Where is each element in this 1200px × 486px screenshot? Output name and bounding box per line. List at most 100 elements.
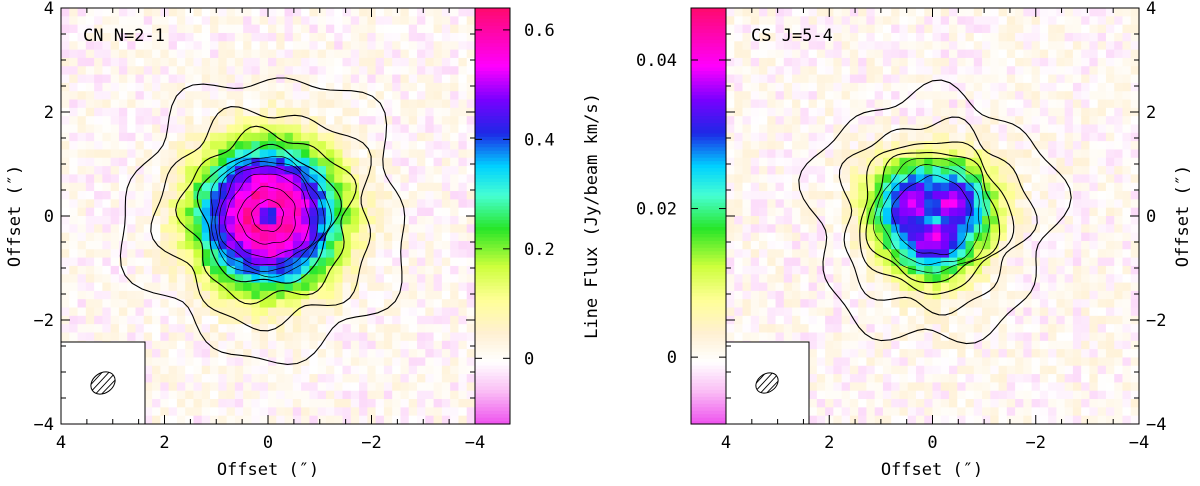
map-pixel	[334, 132, 344, 142]
map-pixel	[932, 82, 942, 92]
colorbar-segment	[475, 257, 510, 262]
map-pixel	[102, 249, 112, 259]
map-pixel	[176, 199, 186, 209]
map-pixel	[325, 32, 335, 42]
map-pixel	[750, 282, 760, 292]
map-pixel	[284, 24, 294, 34]
map-pixel	[69, 290, 79, 300]
map-pixel	[400, 315, 410, 325]
map-pixel	[284, 99, 294, 109]
map-pixel	[367, 66, 377, 76]
map-pixel	[226, 415, 236, 425]
map-pixel	[907, 99, 917, 109]
map-pixel	[1048, 299, 1057, 309]
map-pixel	[759, 290, 768, 300]
map-pixel	[176, 74, 186, 84]
map-pixel	[466, 415, 476, 425]
map-pixel	[408, 99, 418, 109]
map-pixel	[882, 349, 892, 359]
map-pixel	[425, 191, 435, 200]
map-pixel	[201, 174, 211, 184]
map-pixel	[317, 66, 327, 76]
map-pixel	[1031, 199, 1041, 209]
map-pixel	[251, 132, 261, 142]
map-pixel	[1064, 240, 1074, 250]
map-pixel	[243, 315, 253, 325]
map-pixel	[367, 49, 377, 59]
map-pixel	[742, 49, 752, 59]
map-pixel	[259, 290, 269, 300]
map-pixel	[425, 365, 435, 375]
map-pixel	[907, 66, 917, 76]
map-pixel	[874, 157, 884, 167]
map-pixel	[210, 174, 219, 184]
map-pixel	[841, 207, 851, 217]
map-pixel	[359, 290, 368, 300]
map-pixel	[1089, 191, 1099, 200]
map-pixel	[425, 257, 435, 267]
map-pixel	[973, 74, 983, 84]
colorbar-segment	[475, 143, 510, 148]
map-pixel	[210, 82, 219, 92]
map-pixel	[1048, 365, 1057, 375]
map-pixel	[466, 8, 476, 17]
map-pixel	[342, 299, 352, 309]
map-pixel	[433, 390, 443, 400]
map-pixel	[185, 407, 195, 417]
map-pixel	[193, 99, 203, 109]
map-pixel	[309, 124, 319, 134]
map-pixel	[1072, 299, 1082, 309]
map-pixel	[77, 149, 87, 159]
map-pixel	[982, 207, 991, 217]
map-pixel	[891, 382, 901, 392]
map-pixel	[193, 8, 203, 17]
map-pixel	[915, 116, 925, 126]
map-pixel	[915, 349, 925, 359]
map-pixel	[800, 332, 810, 342]
map-pixel	[990, 107, 1000, 117]
map-pixel	[1081, 182, 1091, 192]
map-pixel	[292, 182, 302, 192]
map-pixel	[907, 49, 917, 59]
map-pixel	[350, 257, 360, 267]
map-pixel	[176, 274, 186, 284]
map-pixel	[907, 349, 917, 359]
colorbar-segment	[475, 420, 510, 425]
map-pixel	[1048, 141, 1057, 151]
map-pixel	[734, 332, 744, 342]
map-pixel	[940, 107, 950, 117]
map-pixel	[160, 91, 170, 101]
map-pixel	[425, 299, 435, 309]
map-pixel	[251, 57, 261, 67]
map-pixel	[924, 415, 934, 425]
map-pixel	[176, 415, 186, 425]
map-pixel	[160, 199, 170, 209]
map-pixel	[317, 16, 327, 26]
map-pixel	[210, 32, 219, 42]
map-pixel	[940, 8, 950, 17]
map-pixel	[882, 324, 892, 334]
map-pixel	[234, 257, 244, 267]
map-pixel	[466, 374, 476, 383]
map-pixel	[226, 24, 236, 34]
map-pixel	[127, 224, 137, 234]
map-pixel	[1048, 232, 1057, 242]
map-pixel	[408, 224, 418, 234]
map-pixel	[767, 249, 777, 259]
map-pixel	[400, 374, 410, 383]
map-pixel	[998, 315, 1008, 325]
map-pixel	[726, 49, 735, 59]
map-pixel	[201, 107, 211, 117]
map-pixel	[301, 332, 310, 342]
map-pixel	[408, 307, 418, 317]
map-pixel	[833, 216, 843, 225]
map-pixel	[1006, 265, 1016, 275]
map-pixel	[1023, 182, 1033, 192]
map-pixel	[69, 99, 79, 109]
map-pixel	[425, 124, 435, 134]
map-pixel	[1072, 349, 1082, 359]
map-pixel	[309, 207, 319, 217]
map-pixel	[441, 49, 451, 59]
map-pixel	[450, 315, 460, 325]
map-pixel	[899, 374, 909, 383]
